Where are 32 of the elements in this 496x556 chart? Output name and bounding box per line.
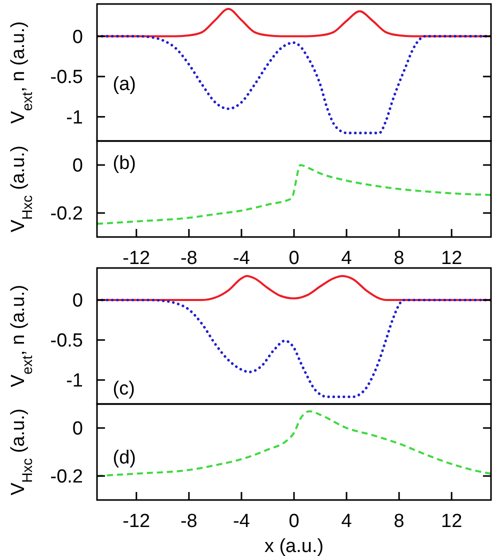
annotation: (d): [112, 447, 136, 468]
x-tick-label: -8: [180, 511, 198, 532]
y-tick-label: -1: [66, 370, 83, 392]
x-tick-label: -4: [233, 248, 250, 269]
y-tick-label: 0: [72, 26, 83, 48]
x-tick-label: -4: [233, 511, 250, 532]
x-tick-label: 0: [288, 248, 300, 269]
x-tick-label: 8: [394, 511, 404, 532]
y-tick-label: 0: [72, 156, 83, 177]
x-tick-label: -12: [122, 511, 150, 532]
y-tick-label: -1: [66, 107, 83, 128]
y-tick-label: -0.5: [50, 330, 83, 352]
line-series: [97, 410, 491, 477]
line-series: [97, 275, 491, 301]
annotation: (a): [112, 74, 136, 96]
annotation: (c): [112, 378, 135, 400]
y-tick-label: -0.5: [50, 67, 83, 88]
line-series: [97, 8, 491, 38]
x-tick-label: 12: [441, 511, 462, 532]
x-tick-label: 8: [394, 248, 404, 269]
y-tick-label: 0: [72, 418, 83, 440]
y-tick-label: -0.2: [50, 466, 83, 488]
y-tick-label: 0: [72, 290, 83, 312]
x-tick-label: 12: [441, 248, 462, 269]
y-tick-label: -0.2: [50, 204, 83, 225]
x-tick-label: 0: [288, 511, 300, 532]
x-tick-label: -8: [180, 248, 198, 269]
annotation: (b): [112, 152, 136, 174]
x-tick-label: 4: [341, 511, 352, 532]
x-tick-label: -12: [122, 248, 150, 269]
x-tick-label: 4: [341, 248, 352, 269]
x-axis-title: x (a.u.): [264, 536, 324, 556]
